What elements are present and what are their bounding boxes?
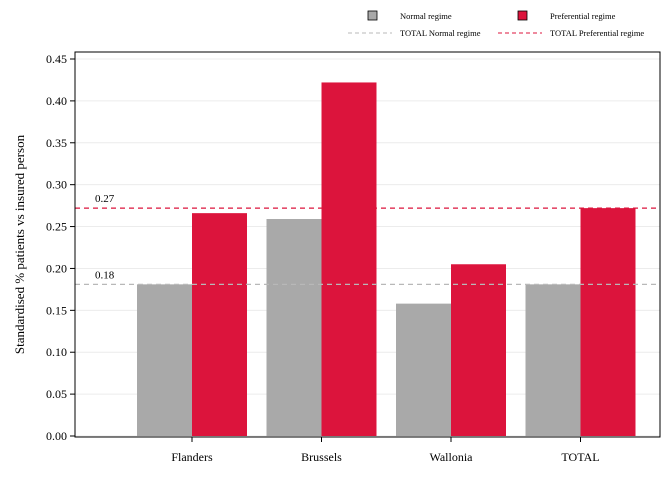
- legend-label: Preferential regime: [550, 11, 616, 21]
- bar-normal-flanders: [137, 284, 192, 436]
- legend-label: TOTAL Preferential regime: [550, 28, 644, 38]
- y-tick-label: 0.10: [46, 345, 67, 359]
- y-tick-label: 0.35: [46, 136, 67, 150]
- bar-preferential-flanders: [192, 213, 247, 436]
- y-tick-label: 0.45: [46, 52, 67, 66]
- x-tick-label: TOTAL: [561, 450, 599, 464]
- legend-label: TOTAL Normal regime: [400, 28, 481, 38]
- x-axis: Flanders Brussels Wallonia TOTAL: [171, 437, 600, 464]
- y-tick-label: 0.15: [46, 303, 67, 317]
- y-axis: 0.00 0.05 0.10 0.15 0.20 0.25 0.30 0.35 0.40 0.45: [46, 52, 75, 443]
- y-tick-label: 0.00: [46, 429, 67, 443]
- x-tick-label: Flanders: [171, 450, 213, 464]
- y-tick-label: 0.30: [46, 178, 67, 192]
- reference-line-label: 0.27: [95, 193, 115, 205]
- y-tick-label: 0.25: [46, 220, 67, 234]
- y-tick-label: 0.20: [46, 261, 67, 275]
- x-tick-label: Brussels: [301, 450, 342, 464]
- bar-preferential-total: [580, 208, 636, 436]
- legend: Normal regime Preferential regime TOTAL No…: [348, 10, 644, 38]
- bar-preferential-brussels: [321, 82, 377, 437]
- bar-normal-wallonia: [396, 303, 451, 436]
- reference-lines-layer: 0.18 0.27: [75, 193, 660, 285]
- bar-normal-total: [525, 284, 581, 436]
- x-tick-label: Wallonia: [429, 450, 473, 464]
- y-tick-label: 0.05: [46, 387, 67, 401]
- y-tick-label: 0.40: [46, 94, 67, 108]
- bars-layer: [137, 82, 636, 437]
- bar-normal-brussels: [266, 219, 322, 436]
- reference-line-label: 0.18: [95, 269, 115, 281]
- plot-frame: [74, 51, 661, 438]
- y-axis-title: Standardised % patients vs insured perso…: [12, 134, 27, 354]
- bar-preferential-wallonia: [451, 264, 506, 436]
- legend-swatch: [367, 10, 378, 21]
- legend-swatch: [517, 10, 528, 21]
- legend-label: Normal regime: [400, 11, 452, 21]
